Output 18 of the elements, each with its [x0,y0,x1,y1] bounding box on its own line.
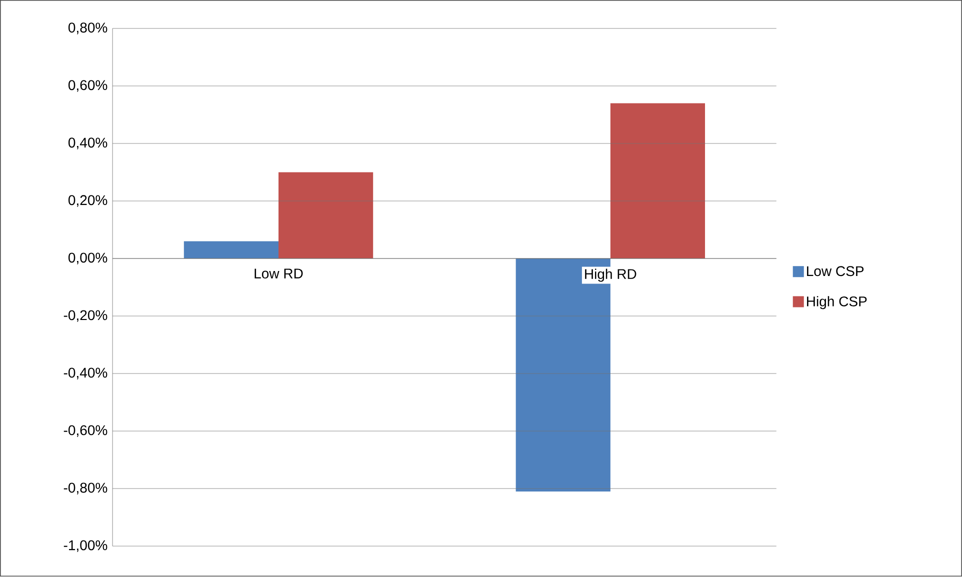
x-tick-label: High RD [585,268,636,282]
y-tick-label: 0,40% [68,138,108,150]
y-tick-label: -1,00% [64,540,108,552]
y-tick-label: -0,40% [64,368,108,380]
legend-label: High CSP [807,296,867,310]
y-tick-label: 0,60% [68,80,108,92]
legend-label: Low CSP [807,266,864,276]
y-tick-label: 0,00% [68,252,108,265]
bar [516,258,610,492]
y-tick-label: 0,80% [68,22,108,34]
bar [184,241,278,259]
y-tick-label: 0,20% [68,195,108,207]
y-tick-label: -0,20% [64,310,108,322]
y-tick-label: -0,80% [64,482,108,495]
x-tick-label: Low RD [254,268,303,279]
bar [610,103,706,259]
y-tick-label: -0,60% [64,425,108,438]
bar [278,172,374,259]
